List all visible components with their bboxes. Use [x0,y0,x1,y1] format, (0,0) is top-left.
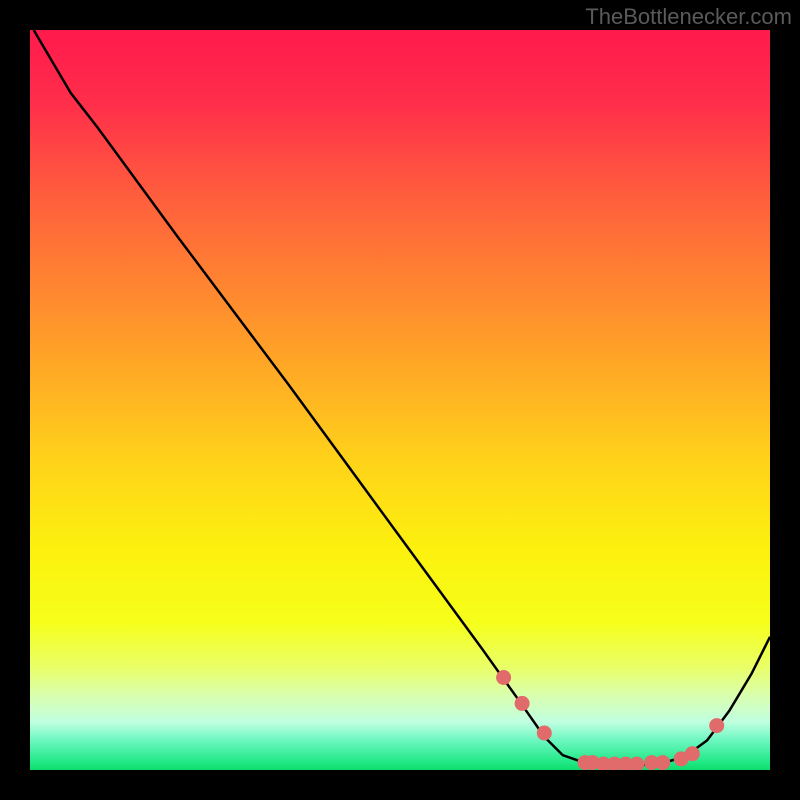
marker-group [496,670,724,770]
curve-line [34,30,770,766]
data-marker [629,757,644,770]
data-marker [685,746,700,761]
data-marker [709,718,724,733]
curve-overlay [30,30,770,770]
plot-container [30,30,770,770]
data-marker [515,696,530,711]
data-marker [496,670,511,685]
watermark-text: TheBottlenecker.com [585,4,792,30]
data-marker [655,755,670,770]
data-marker [537,726,552,741]
